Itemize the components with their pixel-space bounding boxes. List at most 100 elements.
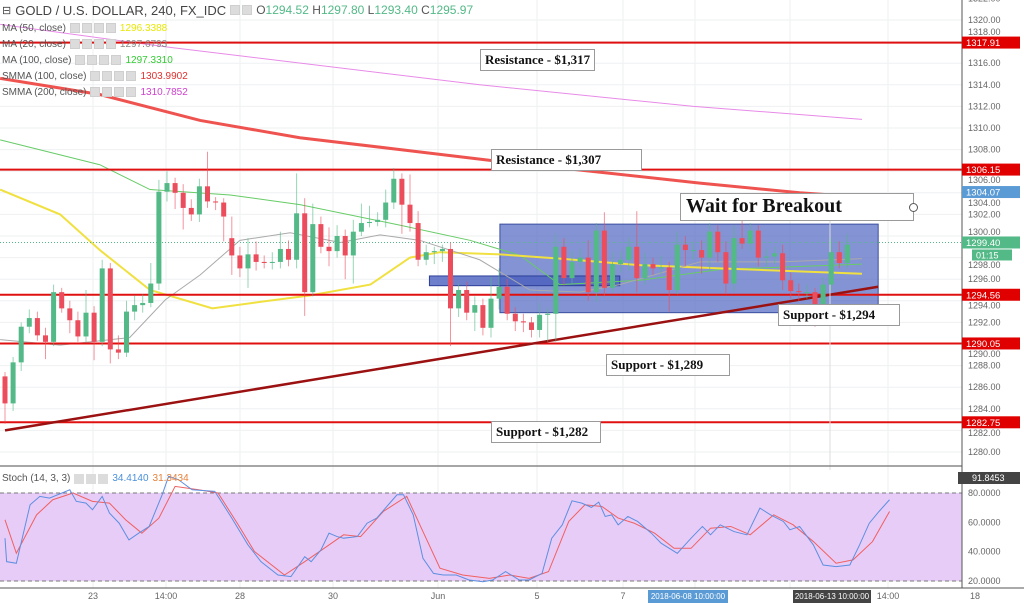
- indicator-value: 1303.9902: [140, 70, 188, 82]
- close-icon[interactable]: [126, 87, 137, 97]
- candle: [610, 252, 615, 293]
- stoch-d-line: [4, 485, 890, 579]
- indicator-buttons[interactable]: [69, 23, 116, 33]
- candle-body: [140, 302, 146, 306]
- candle-body: [593, 230, 599, 293]
- close-icon[interactable]: [105, 39, 116, 49]
- candle-body: [650, 264, 656, 269]
- candle: [699, 240, 705, 274]
- add-icon[interactable]: [114, 87, 125, 97]
- candle-body: [205, 186, 210, 202]
- annotation-support-1289[interactable]: Support - $1,289: [606, 354, 731, 376]
- add-icon[interactable]: [93, 39, 104, 49]
- eye-icon[interactable]: [230, 5, 241, 15]
- add-icon[interactable]: [114, 71, 125, 81]
- stoch-legend: Stoch (14, 3, 3) 34.4140 31.3434: [2, 473, 189, 484]
- annotation-support-1294[interactable]: Support - $1,294: [778, 304, 901, 326]
- candle-body: [699, 250, 705, 258]
- price-tick-label: 1288.00: [968, 361, 1001, 371]
- candle-body: [302, 213, 308, 293]
- settings-icon[interactable]: [81, 23, 92, 33]
- eye-icon[interactable]: [75, 55, 86, 65]
- candle-body: [310, 224, 316, 293]
- close-icon[interactable]: [126, 71, 137, 81]
- candle: [472, 296, 478, 332]
- annotation-wait-for-breakout[interactable]: Wait for Breakout: [680, 193, 914, 221]
- collapse-icon[interactable]: ⊟: [2, 4, 12, 17]
- level-price-label: 1317.91: [966, 38, 1000, 49]
- indicator-label[interactable]: MA (20, close): [2, 38, 66, 50]
- candle-body: [658, 267, 664, 269]
- indicator-buttons[interactable]: [90, 71, 137, 81]
- add-icon[interactable]: [99, 55, 110, 65]
- settings-icon[interactable]: [87, 55, 98, 65]
- stoch-label[interactable]: Stoch (14, 3, 3): [2, 473, 71, 484]
- indicator-label[interactable]: MA (100, close): [2, 54, 72, 66]
- candle: [237, 246, 243, 278]
- annotation-resistance-1307[interactable]: Resistance - $1,307: [491, 149, 643, 171]
- eye-icon[interactable]: [69, 39, 80, 49]
- indicator-buttons[interactable]: [75, 55, 122, 65]
- close-icon[interactable]: [105, 23, 116, 33]
- settings-icon[interactable]: [102, 87, 113, 97]
- price-tick-label: 1320.00: [968, 15, 1001, 25]
- candle-body: [51, 292, 57, 342]
- eye-icon[interactable]: [74, 473, 85, 484]
- candle: [188, 199, 194, 221]
- candle: [140, 294, 146, 313]
- candle: [164, 171, 170, 202]
- candle: [375, 212, 381, 227]
- candle-body: [472, 305, 478, 313]
- indicator-label[interactable]: SMMA (200, close): [2, 86, 87, 98]
- indicator-buttons[interactable]: [69, 39, 116, 49]
- candle-body: [796, 291, 802, 293]
- candle: [796, 283, 802, 301]
- indicator-buttons[interactable]: [90, 87, 137, 97]
- candle-body: [34, 318, 40, 336]
- time-highlight-bg: [648, 590, 728, 603]
- candle-body: [124, 311, 129, 353]
- close-value: 1295.97: [429, 3, 474, 17]
- close-icon[interactable]: [98, 473, 109, 484]
- candle: [788, 272, 794, 299]
- settings-icon[interactable]: [86, 473, 97, 484]
- candle: [334, 225, 340, 258]
- eye-icon[interactable]: [90, 71, 101, 81]
- close-icon[interactable]: [111, 55, 122, 65]
- price-tick-label: 1310.00: [968, 123, 1001, 133]
- candle: [172, 177, 178, 209]
- candle: [658, 255, 664, 274]
- candle: [448, 242, 453, 347]
- price-tick-label: 1292.00: [968, 317, 1001, 327]
- stoch-buttons[interactable]: [74, 473, 109, 484]
- indicator-legend-row: SMMA (100, close) 1303.9902: [2, 68, 473, 84]
- indicator-label[interactable]: SMMA (100, close): [2, 70, 87, 82]
- settings-icon[interactable]: [102, 71, 113, 81]
- annotation-support-1282[interactable]: Support - $1,282: [491, 421, 602, 443]
- symbol-buttons[interactable]: [230, 5, 253, 15]
- eye-icon[interactable]: [69, 23, 80, 33]
- indicator-label[interactable]: MA (50, close): [2, 22, 66, 34]
- candle-body: [836, 252, 842, 263]
- candle: [350, 219, 356, 284]
- eye-icon[interactable]: [90, 87, 101, 97]
- symbol-title[interactable]: GOLD / U.S. DOLLAR, 240, FX_IDC: [15, 2, 227, 18]
- time-tick-label: 30: [328, 591, 338, 601]
- indicator-value: 1297.6793: [119, 38, 168, 50]
- candle-body: [577, 257, 583, 262]
- settings-icon[interactable]: [81, 39, 92, 49]
- candle-body: [334, 236, 340, 252]
- candle-body: [723, 252, 729, 284]
- stoch-tick-label: 40.0000: [968, 547, 1001, 557]
- candle-body: [391, 178, 397, 203]
- annotation-resistance-1317[interactable]: Resistance - $1,317: [480, 49, 596, 71]
- add-icon[interactable]: [93, 23, 104, 33]
- drag-handle[interactable]: [909, 203, 918, 212]
- settings-icon[interactable]: [242, 5, 253, 15]
- candle: [431, 246, 437, 265]
- candle: [650, 257, 656, 275]
- candle: [277, 231, 283, 269]
- symbol-row: ⊟ GOLD / U.S. DOLLAR, 240, FX_IDC O1294.…: [2, 0, 473, 20]
- candle-body: [682, 244, 688, 251]
